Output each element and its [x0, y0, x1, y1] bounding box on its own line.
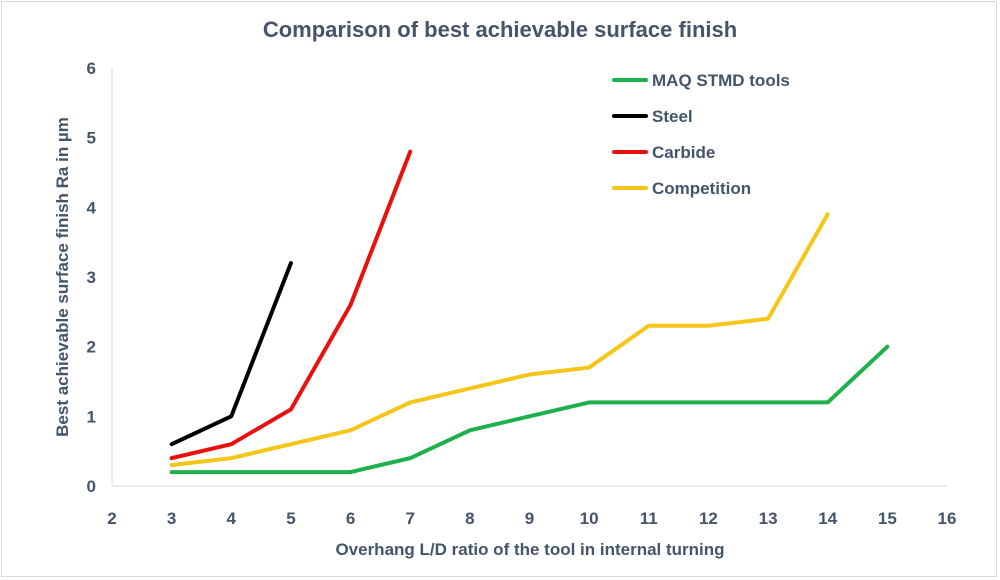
series-lines — [169, 149, 890, 475]
y-tick-label: 4 — [87, 198, 97, 217]
x-tick-label: 8 — [465, 509, 474, 528]
x-tick-label: 5 — [286, 509, 295, 528]
x-axis-label: Overhang L/D ratio of the tool in intern… — [335, 540, 724, 559]
x-tick-label: 7 — [405, 509, 414, 528]
legend: MAQ STMD tools Steel Carbide Competition — [612, 71, 790, 198]
x-tick-labels: 2 3 4 5 6 7 8 9 10 11 12 13 14 15 16 — [107, 509, 956, 528]
y-tick-label: 0 — [87, 477, 96, 496]
x-tick-label: 2 — [107, 509, 116, 528]
x-tick-label: 15 — [878, 509, 897, 528]
x-tick-label: 6 — [346, 509, 355, 528]
x-tick-label: 12 — [699, 509, 718, 528]
series-line-maq-stmd-tools — [169, 344, 890, 475]
legend-label: Steel — [652, 107, 693, 126]
y-tick-label: 3 — [87, 268, 96, 287]
series-line-competition — [169, 212, 830, 468]
x-tick-label: 11 — [640, 509, 658, 528]
series-line-carbide — [169, 149, 413, 461]
x-tick-label: 16 — [938, 509, 957, 528]
y-tick-label: 1 — [87, 407, 96, 426]
y-tick-labels: 0 1 2 3 4 5 6 — [87, 59, 97, 496]
y-tick-label: 6 — [87, 59, 96, 78]
series-line-steel — [169, 261, 293, 447]
y-axis-label: Best achievable surface finish Ra in µm — [53, 117, 72, 437]
x-tick-label: 10 — [580, 509, 599, 528]
y-tick-label: 2 — [87, 338, 96, 357]
legend-label: MAQ STMD tools — [652, 71, 790, 90]
x-tick-label: 3 — [167, 509, 176, 528]
y-tick-label: 5 — [87, 129, 96, 148]
chart-title: Comparison of best achievable surface fi… — [263, 17, 737, 42]
legend-label: Competition — [652, 179, 751, 198]
x-tick-label: 4 — [227, 509, 237, 528]
x-tick-label: 14 — [818, 509, 837, 528]
x-tick-label: 13 — [759, 509, 778, 528]
x-tick-label: 9 — [525, 509, 534, 528]
legend-label: Carbide — [652, 143, 715, 162]
